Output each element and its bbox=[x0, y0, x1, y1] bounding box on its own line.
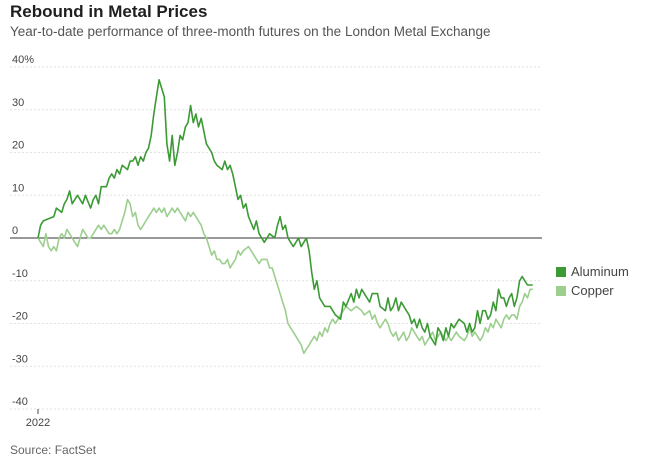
legend-label-copper: Copper bbox=[571, 283, 614, 298]
y-tick-label: -40 bbox=[12, 396, 28, 408]
source-note: Source: FactSet bbox=[10, 443, 97, 457]
chart-subtitle: Year-to-date performance of three-month … bbox=[10, 24, 491, 39]
series-lines bbox=[37, 79, 533, 355]
y-tick-label: 40% bbox=[12, 54, 34, 66]
legend-label-aluminum: Aluminum bbox=[571, 264, 629, 279]
x-tick-label: 2022 bbox=[26, 417, 50, 429]
y-tick-label: 0 bbox=[12, 225, 18, 237]
legend: Aluminum Copper bbox=[556, 264, 629, 298]
y-tick-label: -20 bbox=[12, 311, 28, 323]
y-tick-label: -30 bbox=[12, 353, 28, 365]
chart-title: Rebound in Metal Prices bbox=[10, 2, 208, 21]
series-line-aluminum bbox=[37, 79, 533, 346]
y-tick-label: 20 bbox=[12, 140, 24, 152]
y-tick-label: -10 bbox=[12, 268, 28, 280]
line-chart: 40% 30 20 10 0 -10 -20 -30 -40 2022 Aluminum Copp… bbox=[10, 54, 629, 429]
y-axis-ticks: 40% 30 20 10 0 -10 -20 -30 -40 bbox=[12, 54, 34, 408]
gridlines bbox=[10, 66, 542, 410]
legend-swatch-aluminum bbox=[556, 267, 566, 277]
y-tick-label: 10 bbox=[12, 182, 24, 194]
x-axis: 2022 bbox=[26, 409, 50, 429]
y-tick-label: 30 bbox=[12, 97, 24, 109]
legend-swatch-copper bbox=[556, 286, 566, 296]
series-line-copper bbox=[37, 198, 533, 355]
